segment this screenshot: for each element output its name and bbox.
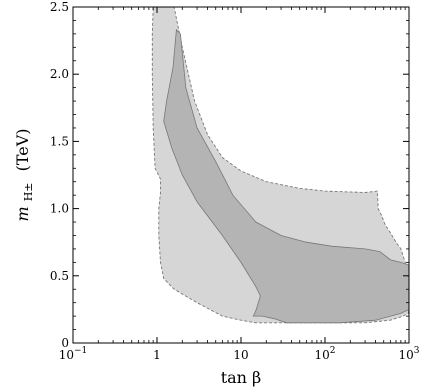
y-axis-label-main: m	[13, 206, 32, 221]
x-tick-label: 1	[153, 348, 161, 362]
x-tick-base: 10	[233, 348, 248, 362]
y-tick-label: 0	[61, 336, 69, 350]
x-tick-label: 10−1	[59, 346, 88, 362]
plot-area	[151, 7, 409, 324]
y-axis-label: m H± (TeV)	[13, 128, 36, 221]
x-tick-label: 102	[314, 346, 335, 362]
x-axis-label-text: tan β	[221, 368, 262, 387]
x-tick-exponent: −1	[74, 346, 87, 356]
x-tick-exponent: 3	[414, 346, 420, 356]
y-tick-label: 2.0	[50, 67, 69, 81]
x-tick-label: 103	[398, 346, 419, 362]
y-tick-label: 0.5	[50, 269, 69, 283]
axis-ticks	[72, 6, 410, 344]
y-axis-label-unit: (TeV)	[13, 128, 32, 171]
x-tick-base: 10	[398, 348, 413, 362]
y-axis-label-sub: H±	[22, 182, 35, 201]
x-tick-base: 10	[314, 348, 329, 362]
x-axis-label: tan β	[221, 368, 262, 387]
y-tick-label: 1.5	[50, 134, 69, 148]
y-tick-label: 1.0	[50, 202, 69, 216]
x-tick-base: 10	[59, 348, 74, 362]
x-tick-label: 10	[233, 348, 248, 362]
y-tick-label: 2.5	[50, 0, 69, 14]
x-tick-base: 1	[153, 348, 161, 362]
x-tick-exponent: 2	[330, 346, 336, 356]
region-inner	[163, 28, 409, 324]
